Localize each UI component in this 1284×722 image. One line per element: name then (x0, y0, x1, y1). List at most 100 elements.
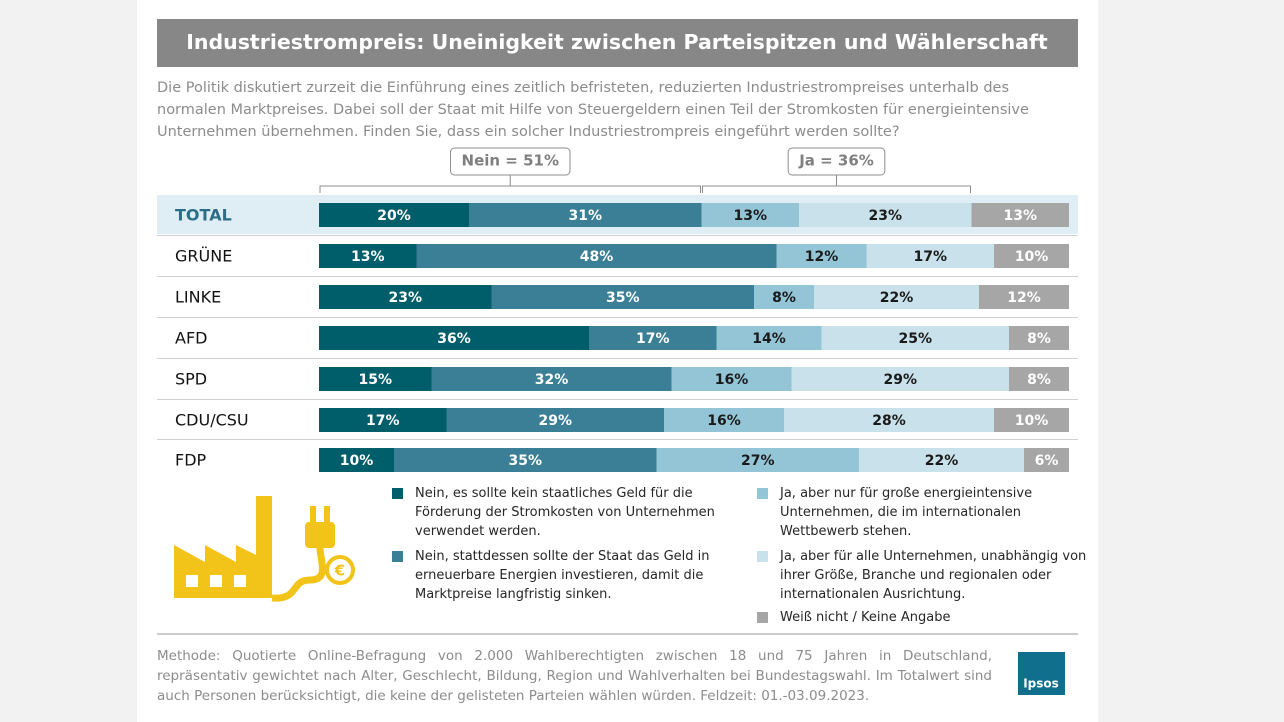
annotation-box (450, 147, 571, 176)
bar-segment (671, 367, 792, 391)
bar-segment (319, 448, 394, 472)
value-label: 15% (358, 372, 392, 388)
category-label: AFD (175, 329, 207, 348)
value-label: 13% (1003, 208, 1037, 224)
value-label: 27% (741, 453, 775, 469)
value-label: 35% (508, 453, 542, 469)
factory-icon: € (174, 496, 355, 602)
bar-segment (319, 244, 417, 268)
bracket (319, 175, 701, 193)
bar-segment (754, 285, 814, 309)
bar-segment (319, 203, 469, 227)
bar-segment (656, 448, 859, 472)
category-label: CDU/CSU (175, 411, 249, 430)
annotation: Ja = 36% (798, 152, 874, 170)
value-label: 8% (772, 290, 796, 306)
legend-swatch (757, 551, 768, 562)
value-label: 16% (715, 372, 749, 388)
annotation-box (787, 147, 886, 176)
bar-segment (821, 326, 1009, 350)
bar-segment (469, 203, 702, 227)
bar-segment (716, 326, 822, 350)
bracket (702, 175, 971, 193)
legend-swatch (757, 488, 768, 499)
category-label: TOTAL (175, 206, 232, 225)
value-label: 36% (437, 331, 471, 347)
legend-swatch (392, 488, 403, 499)
bar-segment (319, 367, 432, 391)
bar-segment (994, 408, 1069, 432)
value-label: 20% (377, 208, 411, 224)
category-label: FDP (175, 451, 207, 470)
bar-segment (866, 244, 994, 268)
value-label: 16% (707, 413, 741, 429)
title-bar (157, 19, 1078, 67)
bar-segment (1009, 326, 1069, 350)
bar-segment (319, 326, 589, 350)
bar-segment (701, 203, 799, 227)
legend-swatch (392, 551, 403, 562)
value-label: 13% (351, 249, 385, 265)
bar-segment (589, 326, 717, 350)
bar-segment (491, 285, 754, 309)
value-label: 25% (898, 331, 932, 347)
value-label: 48% (580, 249, 614, 265)
value-label: 10% (1015, 413, 1049, 429)
bar-segment (431, 367, 672, 391)
annotation: Nein = 51% (462, 152, 559, 170)
value-label: 32% (535, 372, 569, 388)
value-label: 29% (538, 413, 572, 429)
value-label: 29% (883, 372, 917, 388)
logo-text: Ipsos (1023, 677, 1059, 691)
value-label: 23% (388, 290, 422, 306)
bar-segment (799, 203, 972, 227)
value-label: 23% (868, 208, 902, 224)
bar-segment (776, 244, 867, 268)
legend-label: Weiß nicht / Keine Angabe (780, 610, 951, 625)
value-label: 6% (1035, 453, 1059, 469)
value-label: 22% (925, 453, 959, 469)
svg-text:€: € (334, 562, 345, 580)
bar-segment (416, 244, 777, 268)
value-label: 35% (606, 290, 640, 306)
subtitle: Die Politik diskutiert zurzeit die Einfü… (157, 80, 1029, 140)
value-label: 8% (1027, 331, 1051, 347)
bar-segment (814, 285, 979, 309)
logo-box (1018, 652, 1065, 695)
category-label: SPD (175, 370, 207, 389)
value-label: 17% (636, 331, 670, 347)
legend-label: Ja, aber für alle Unternehmen, unabhängi… (780, 549, 1087, 602)
bar-segment (1009, 367, 1069, 391)
bar-segment (394, 448, 657, 472)
bar-segment (994, 244, 1069, 268)
bar-segment (664, 408, 784, 432)
bar-segment (319, 285, 492, 309)
value-label: 8% (1027, 372, 1051, 388)
chart-title: Industriestrompreis: Uneinigkeit zwische… (186, 30, 1048, 54)
bar-segment (979, 285, 1069, 309)
value-label: 28% (872, 413, 906, 429)
legend-swatch (757, 612, 768, 623)
value-label: 14% (752, 331, 786, 347)
value-label: 12% (1007, 290, 1041, 306)
bar-segment (784, 408, 994, 432)
method-note: Methode: Quotierte Online-Befragung von … (157, 648, 992, 704)
value-label: 31% (568, 208, 602, 224)
value-label: 12% (805, 249, 839, 265)
bar-segment (859, 448, 1024, 472)
bar-segment (446, 408, 664, 432)
bar-segment (791, 367, 1009, 391)
legend-label: Nein, es sollte kein staatliches Geld fü… (415, 486, 715, 539)
value-label: 17% (913, 249, 947, 265)
category-label: LINKE (175, 288, 221, 307)
value-label: 17% (366, 413, 400, 429)
legend-label: Ja, aber nur für große energieintensive … (780, 486, 1033, 539)
legend-label: Nein, stattdessen sollte der Staat das G… (415, 549, 710, 602)
value-label: 22% (880, 290, 914, 306)
value-label: 10% (1015, 249, 1049, 265)
category-label: GRÜNE (175, 247, 232, 266)
bar-segment (971, 203, 1069, 227)
value-label: 13% (733, 208, 767, 224)
